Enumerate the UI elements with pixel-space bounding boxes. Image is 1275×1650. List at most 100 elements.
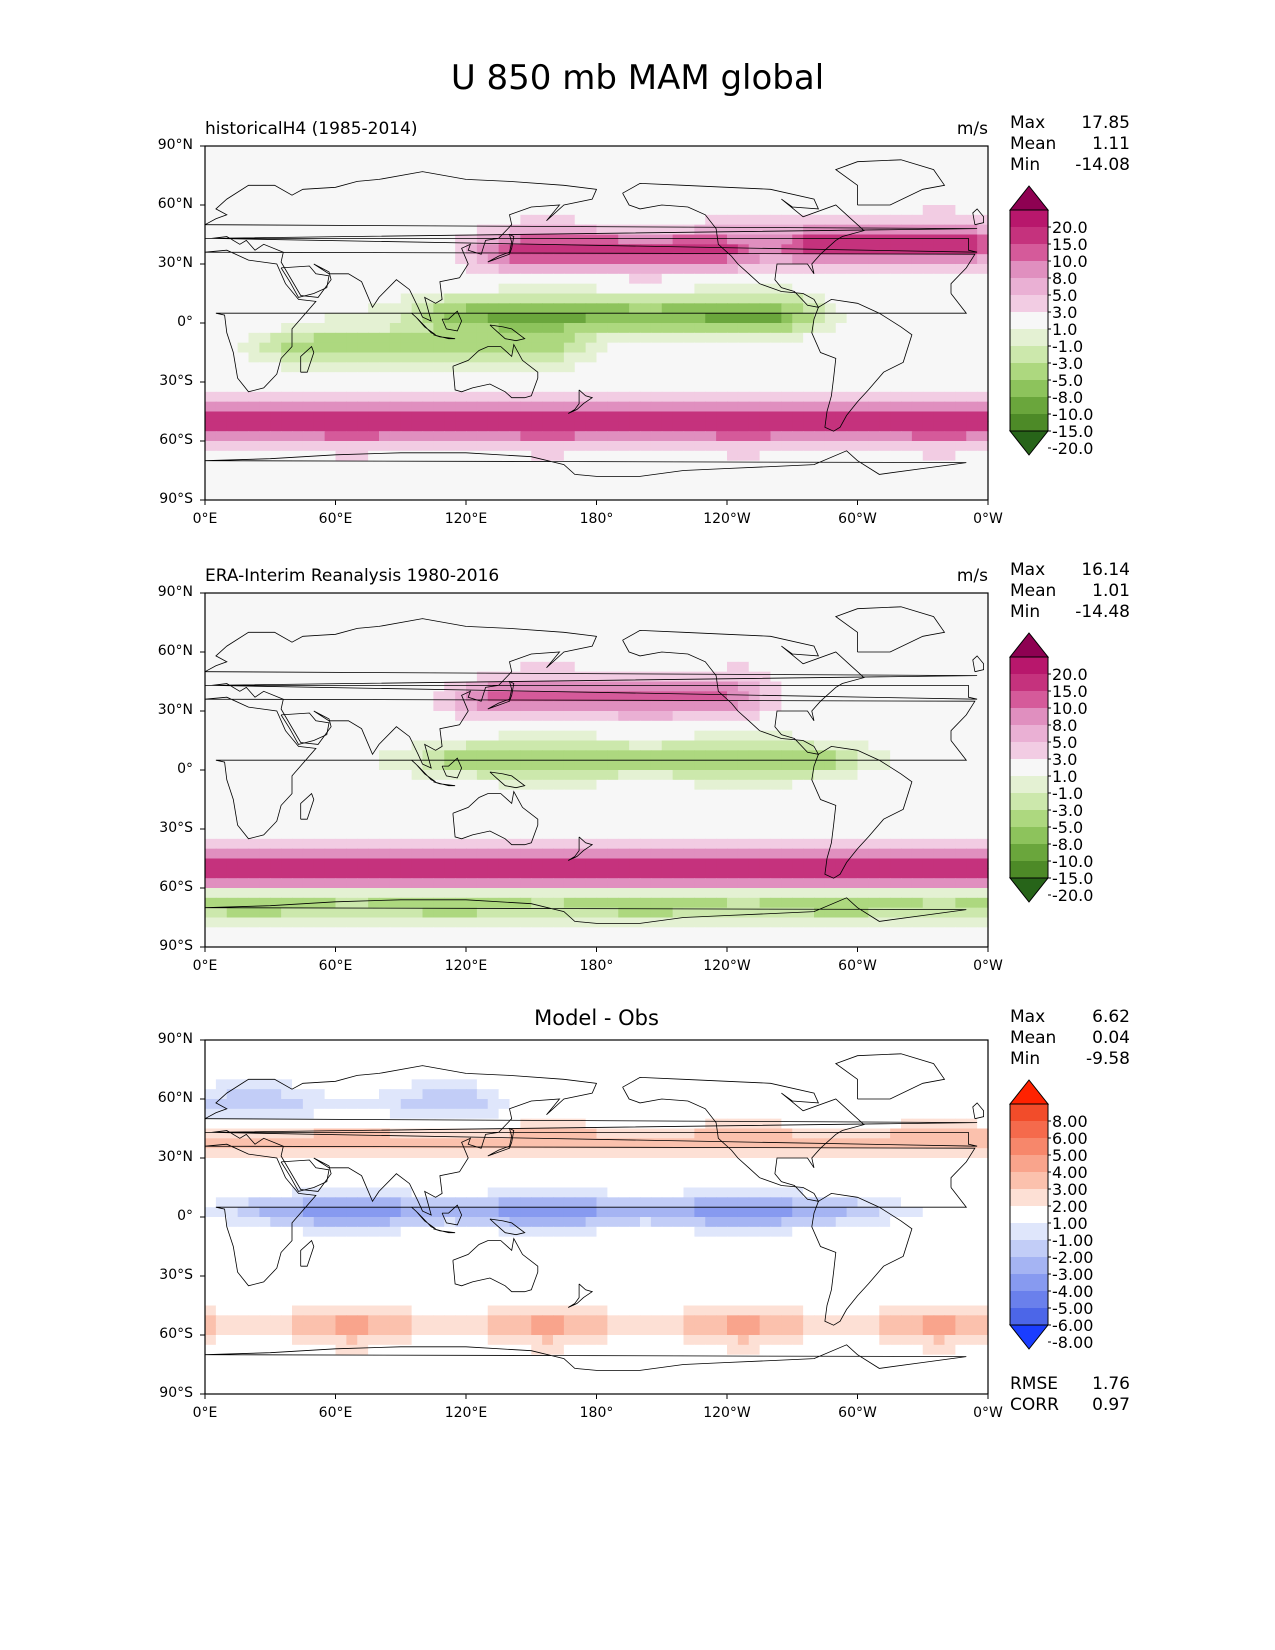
field-cell: [444, 185, 456, 196]
field-cell: [237, 283, 250, 295]
colorbar-level-label: 8.00: [1052, 1112, 1088, 1131]
field-cell: [748, 323, 761, 334]
field-cell: [411, 155, 424, 167]
field-cell: [640, 313, 652, 324]
field-cell: [683, 770, 695, 781]
field-cell: [498, 391, 511, 403]
field-cell: [835, 155, 848, 167]
coastlines: [204, 159, 984, 477]
field-cell: [933, 382, 946, 393]
field-cell: [835, 283, 848, 295]
field-cell: [857, 701, 869, 712]
field-cell: [868, 809, 880, 820]
field-cell: [661, 195, 674, 206]
field-cell: [857, 868, 869, 879]
y-tick-label: 30°S: [159, 1267, 193, 1283]
field-cell: [444, 602, 456, 614]
field-cell: [476, 681, 489, 692]
field-cell: [596, 401, 608, 413]
field-cell: [324, 421, 337, 432]
field-cell: [803, 868, 815, 879]
field-cell: [433, 185, 445, 196]
field-cell: [640, 858, 652, 869]
field-cell: [476, 195, 489, 206]
field-cell: [346, 612, 358, 624]
field-cell: [553, 858, 565, 869]
field-cell: [781, 829, 793, 840]
field-cell: [400, 878, 413, 889]
field-cell: [661, 214, 674, 226]
field-cell: [531, 391, 543, 403]
field-cell: [455, 701, 467, 712]
field-cell: [966, 185, 978, 196]
field-cell: [846, 809, 859, 820]
field-cell: [618, 185, 630, 196]
field-cell: [683, 858, 695, 869]
field-cell: [770, 352, 782, 363]
field-cell: [803, 490, 815, 501]
field-cell: [411, 332, 424, 344]
field-cell: [792, 779, 804, 791]
field-cell: [270, 155, 282, 167]
field-cell: [509, 155, 521, 167]
field-cell: [846, 730, 859, 742]
field-cell: [563, 332, 576, 344]
field-cell: [868, 303, 880, 314]
field-cell: [313, 342, 326, 354]
field-cell: [270, 273, 282, 285]
field-cell: [368, 480, 380, 491]
field-cell: [270, 750, 282, 761]
field-cell: [661, 273, 674, 285]
field-cell: [716, 740, 728, 751]
field-cell: [944, 730, 956, 742]
field-cell: [846, 254, 859, 265]
field-cell: [357, 632, 369, 643]
field-cell: [944, 411, 956, 422]
field-cell: [901, 460, 913, 472]
field-cell: [476, 303, 489, 314]
field-cell: [781, 254, 793, 265]
field-cell: [389, 789, 402, 801]
field-cell: [944, 293, 956, 304]
field-cell: [607, 460, 619, 472]
field-cell: [857, 313, 869, 324]
field-cell: [716, 848, 728, 860]
field-cell: [411, 431, 424, 442]
field-cell: [531, 352, 543, 363]
field-cell: [629, 234, 641, 245]
field-cell: [759, 779, 772, 791]
field-cell: [803, 799, 815, 810]
field-cell: [683, 490, 695, 501]
field-cell: [792, 671, 804, 683]
field-cell: [683, 303, 695, 314]
field-cell: [716, 254, 728, 265]
field-cell: [716, 382, 728, 393]
field-cell: [444, 652, 456, 663]
field-cell: [640, 303, 652, 314]
field-cell: [531, 362, 543, 373]
field-cell: [846, 411, 859, 422]
field-cell: [346, 352, 358, 363]
field-cell: [313, 720, 326, 732]
field-cell: [922, 819, 935, 830]
field-cell: [226, 441, 239, 452]
field-cell: [748, 146, 761, 157]
field-cell: [335, 711, 347, 722]
field-cell: [563, 195, 576, 206]
field-cell: [292, 323, 304, 334]
field-cell: [498, 165, 511, 177]
field-cell: [509, 779, 521, 791]
field-cell: [792, 888, 804, 899]
field-cell: [281, 460, 293, 472]
field-cell: [433, 382, 445, 393]
field-cell: [770, 740, 782, 751]
field-cell: [205, 671, 217, 683]
field-cell: [977, 711, 989, 722]
field-cell: [215, 254, 228, 265]
field-cell: [596, 480, 608, 491]
field-cell: [792, 652, 804, 663]
field-cell: [944, 701, 956, 712]
field-cell: [205, 593, 217, 604]
field-cell: [259, 711, 271, 722]
field-cell: [944, 691, 956, 702]
